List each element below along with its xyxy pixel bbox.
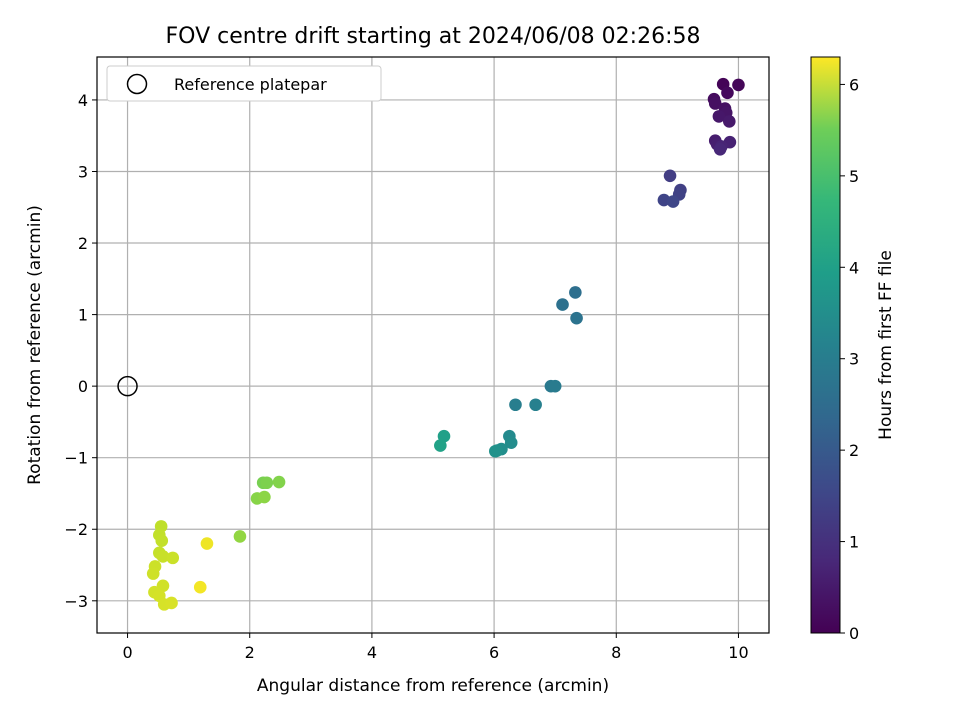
x-tick-label: 4 xyxy=(367,643,377,662)
colorbar-ticks: 0 1 2 3 4 5 6 xyxy=(840,75,859,643)
colorbar-label: Hours from first FF file xyxy=(876,250,896,440)
scatter-point xyxy=(165,596,178,610)
scatter-point xyxy=(166,551,180,565)
scatter-point xyxy=(489,444,502,458)
x-axis-ticks: 0 2 4 6 8 10 xyxy=(122,633,749,662)
y-tick-label: 1 xyxy=(78,306,88,325)
scatter-point xyxy=(200,537,214,550)
scatter-point xyxy=(233,530,247,543)
colorbar-tick-label: 6 xyxy=(849,75,859,94)
scatter-point xyxy=(260,476,274,490)
x-tick-label: 6 xyxy=(489,643,499,662)
scatter-point xyxy=(569,286,582,299)
y-tick-label: −3 xyxy=(64,592,88,611)
colorbar-tick-label: 1 xyxy=(849,533,859,552)
scatter-point xyxy=(666,195,680,208)
colorbar-tick-label: 0 xyxy=(849,624,859,643)
colorbar-tick-label: 2 xyxy=(849,441,859,460)
colorbar-tick-label: 5 xyxy=(849,167,859,186)
scatter-point xyxy=(663,169,677,183)
scatter-point xyxy=(504,436,518,449)
x-tick-label: 8 xyxy=(611,643,621,662)
scatter-point xyxy=(548,379,562,393)
scatter-point xyxy=(258,490,271,504)
scatter-point xyxy=(712,110,726,123)
colorbar: 0 1 2 3 4 5 6 Hours from first FF file xyxy=(810,56,896,643)
grid-lines xyxy=(97,57,769,633)
y-axis-ticks: −3 −2 −1 0 1 2 3 4 xyxy=(64,91,97,611)
scatter-point xyxy=(721,86,734,100)
colorbar-tick-label: 4 xyxy=(849,258,859,277)
y-axis-label: Rotation from reference (arcmin) xyxy=(25,205,45,485)
scatter-point xyxy=(155,534,169,547)
plot-frame xyxy=(96,56,770,634)
scatter-point xyxy=(556,298,569,311)
scatter-point xyxy=(529,398,542,412)
legend-label: Reference platepar xyxy=(174,75,327,94)
data-points xyxy=(146,77,745,611)
y-tick-label: 3 xyxy=(78,162,88,181)
y-tick-label: 0 xyxy=(78,377,88,396)
y-tick-label: 2 xyxy=(78,234,88,253)
legend-box xyxy=(106,65,382,102)
scatter-point xyxy=(732,78,745,92)
scatter-point xyxy=(722,115,736,128)
scatter-point xyxy=(146,567,160,580)
scatter-point xyxy=(509,398,522,412)
scatter-point xyxy=(272,475,286,489)
chart-title: FOV centre drift starting at 2024/06/08 … xyxy=(166,24,701,49)
scatter-point xyxy=(193,580,207,594)
x-tick-label: 0 xyxy=(122,643,132,662)
colorbar-tick-label: 3 xyxy=(849,350,859,369)
y-tick-label: −1 xyxy=(64,449,88,468)
scatter-point xyxy=(156,579,170,593)
scatter-point xyxy=(570,311,583,325)
x-tick-label: 2 xyxy=(245,643,255,662)
legend-reference-marker xyxy=(126,73,148,95)
x-tick-label: 10 xyxy=(728,643,748,662)
scatter-point xyxy=(156,550,170,563)
y-tick-label: −2 xyxy=(64,520,88,539)
colorbar-gradient xyxy=(810,56,841,634)
scatter-point xyxy=(434,439,447,452)
scatter-point xyxy=(708,97,722,110)
y-tick-label: 4 xyxy=(78,91,88,110)
legend: Reference platepar xyxy=(106,65,382,102)
reference-marker-group xyxy=(117,375,138,397)
x-axis-label: Angular distance from reference (arcmin) xyxy=(257,676,609,696)
scatter-point xyxy=(713,143,727,156)
reference-point xyxy=(117,375,138,397)
